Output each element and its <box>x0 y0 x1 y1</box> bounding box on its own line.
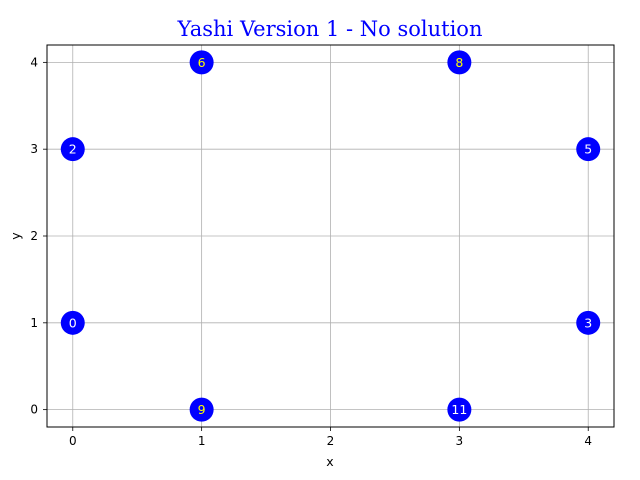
axis-ticks: 0 1 2 3 4 0 1 2 3 4 <box>30 55 592 448</box>
data-points: 0 2 6 9 8 11 5 3 <box>60 50 601 422</box>
data-point-marker <box>576 310 601 335</box>
x-tick-label: 2 <box>327 434 335 448</box>
data-point-label: 3 <box>584 315 592 330</box>
chart-title: Yashi Version 1 - No solution <box>177 17 483 41</box>
data-point-marker <box>60 137 85 162</box>
data-point-marker <box>189 397 214 422</box>
y-tick-label: 3 <box>30 142 38 156</box>
data-point-marker <box>576 137 601 162</box>
y-tick-label: 0 <box>30 403 38 417</box>
data-point-label: 2 <box>69 142 77 157</box>
data-point-label: 0 <box>69 315 77 330</box>
x-tick-label: 1 <box>198 434 206 448</box>
x-tick-label: 4 <box>584 434 592 448</box>
y-tick-label: 4 <box>30 55 38 69</box>
data-point-label: 11 <box>451 402 467 417</box>
data-point-marker <box>447 50 472 75</box>
data-point-label: 9 <box>198 402 206 417</box>
data-point-marker <box>447 397 472 422</box>
y-tick-label: 1 <box>30 316 38 330</box>
y-axis-label: y <box>8 232 23 240</box>
data-point-label: 5 <box>584 142 592 157</box>
data-point-label: 8 <box>455 55 463 70</box>
grid <box>47 45 614 427</box>
data-point-marker <box>189 50 214 75</box>
data-point-label: 6 <box>198 55 206 70</box>
x-tick-label: 3 <box>456 434 464 448</box>
x-tick-label: 0 <box>69 434 77 448</box>
x-axis-label: x <box>326 454 333 469</box>
y-tick-label: 2 <box>30 229 38 243</box>
plot-frame <box>46 44 615 428</box>
data-point-marker <box>60 310 85 335</box>
